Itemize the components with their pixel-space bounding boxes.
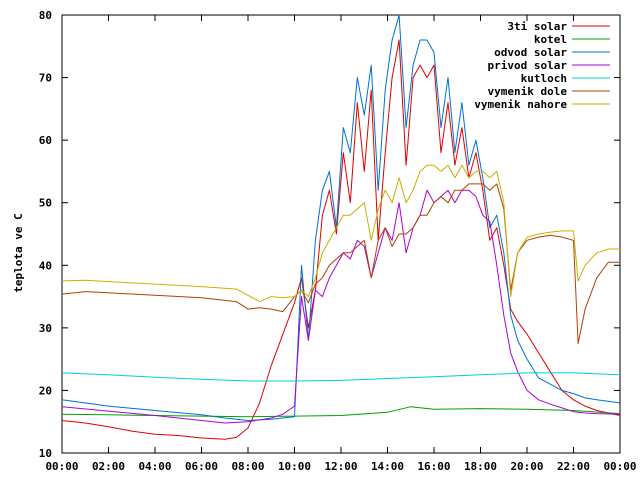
x-tick-label: 16:00 xyxy=(417,460,450,473)
series-layer xyxy=(61,14,621,440)
legend-label: vymenik dole xyxy=(488,85,568,98)
y-tick-label: 80 xyxy=(39,9,52,22)
legend-label: vymenik nahore xyxy=(474,98,567,111)
y-tick-label: 30 xyxy=(39,322,52,335)
legend-label: odvod solar xyxy=(494,46,567,59)
series-line-privod-solar xyxy=(61,189,621,424)
y-axis: 10 20 30 40 50 60 70 80 xyxy=(39,9,620,460)
x-tick-label: 12:00 xyxy=(324,460,357,473)
legend-label: kutloch xyxy=(521,72,567,85)
y-tick-label: 60 xyxy=(39,134,52,147)
y-tick-label: 10 xyxy=(39,447,52,460)
x-tick-label: 10:00 xyxy=(278,460,311,473)
x-tick-label: 04:00 xyxy=(138,460,171,473)
x-tick-label: 18:00 xyxy=(464,460,497,473)
series-line-vymenik-nahore xyxy=(61,164,620,303)
x-tick-label: 00:00 xyxy=(45,460,78,473)
x-tick-label: 08:00 xyxy=(231,460,264,473)
x-tick-label: 20:00 xyxy=(510,460,543,473)
x-tick-label: 00:00 xyxy=(603,460,636,473)
series-line-vymenik-dole xyxy=(61,183,620,344)
y-tick-label: 50 xyxy=(39,197,52,210)
series-line-3ti-solar xyxy=(61,39,621,440)
legend-label: privod solar xyxy=(488,59,568,72)
y-axis-label: teplota ve C xyxy=(12,213,25,292)
y-tick-label: 70 xyxy=(39,72,52,85)
x-tick-label: 14:00 xyxy=(371,460,404,473)
series-line-kutloch xyxy=(61,372,621,382)
x-tick-label: 06:00 xyxy=(185,460,218,473)
x-axis: 00:00 02:00 04:00 06:00 08:00 10:00 12:00 14:00… xyxy=(45,15,637,473)
series-line-odvod-solar xyxy=(61,14,621,421)
legend-label: kotel xyxy=(534,33,567,46)
x-tick-label: 02:00 xyxy=(92,460,125,473)
legend-label: 3ti solar xyxy=(507,20,567,33)
x-tick-label: 22:00 xyxy=(557,460,590,473)
series-line-kotel xyxy=(61,406,621,418)
y-tick-label: 20 xyxy=(39,384,52,397)
y-tick-label: 40 xyxy=(39,259,52,272)
